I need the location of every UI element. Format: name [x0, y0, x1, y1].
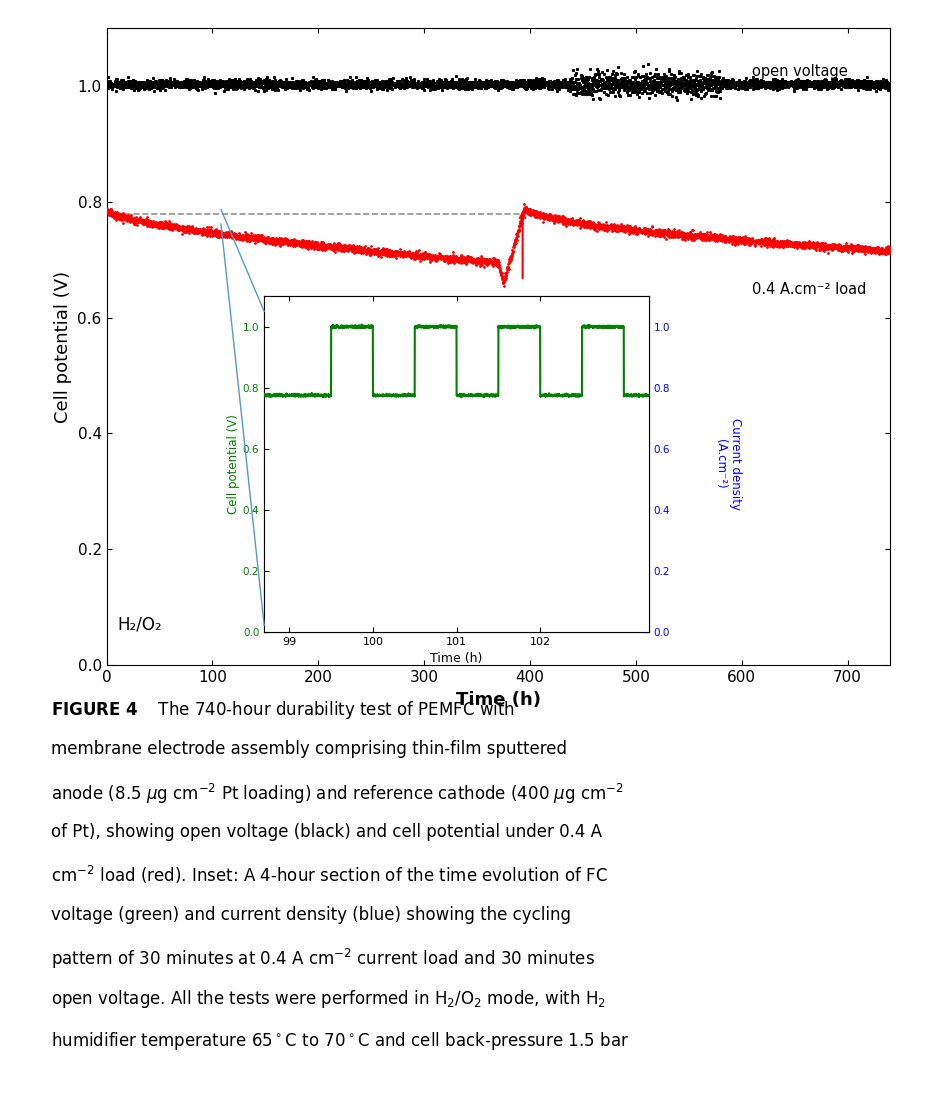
Text: of Pt), showing open voltage (black) and cell potential under 0.4 A: of Pt), showing open voltage (black) and…	[51, 823, 602, 841]
X-axis label: Time (h): Time (h)	[430, 652, 483, 665]
Y-axis label: Current density
(A.cm⁻²): Current density (A.cm⁻²)	[715, 418, 743, 510]
Text: $\mathbf{FIGURE\ 4}$    The 740-hour durability test of PEMFC with: $\mathbf{FIGURE\ 4}$ The 740-hour durabi…	[51, 699, 515, 721]
Text: anode (8.5 $\mu$g cm$^{-2}$ Pt loading) and reference cathode (400 $\mu$g cm$^{-: anode (8.5 $\mu$g cm$^{-2}$ Pt loading) …	[51, 781, 624, 806]
Text: voltage (green) and current density (blue) showing the cycling: voltage (green) and current density (blu…	[51, 906, 571, 923]
Y-axis label: Cell potential (V): Cell potential (V)	[54, 271, 72, 423]
Text: H₂/O₂: H₂/O₂	[117, 615, 162, 633]
Text: open voltage. All the tests were performed in H$_2$/O$_2$ mode, with H$_2$: open voltage. All the tests were perform…	[51, 988, 606, 1011]
Text: open voltage: open voltage	[753, 64, 848, 79]
Text: humidifier temperature 65$^\circ$C to 70$^\circ$C and cell back-pressure 1.5 bar: humidifier temperature 65$^\circ$C to 70…	[51, 1030, 629, 1052]
Text: pattern of 30 minutes at 0.4 A cm$^{-2}$ current load and 30 minutes: pattern of 30 minutes at 0.4 A cm$^{-2}$…	[51, 947, 595, 972]
Text: membrane electrode assembly comprising thin-film sputtered: membrane electrode assembly comprising t…	[51, 740, 567, 758]
Text: cm$^{-2}$ load (red). Inset: A 4-hour section of the time evolution of FC: cm$^{-2}$ load (red). Inset: A 4-hour se…	[51, 864, 607, 887]
Y-axis label: Cell potential (V): Cell potential (V)	[227, 414, 240, 514]
Text: 0.4 A.cm⁻² load: 0.4 A.cm⁻² load	[753, 283, 867, 297]
X-axis label: Time (h): Time (h)	[456, 691, 540, 709]
